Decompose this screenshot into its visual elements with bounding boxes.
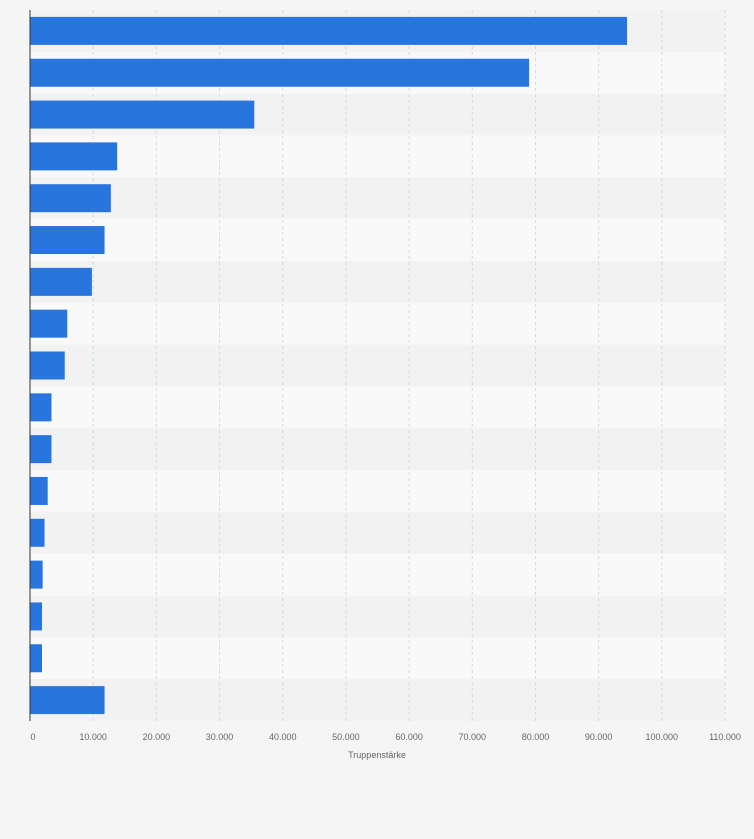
x-tick-label: 70.000 bbox=[459, 732, 487, 742]
row-band bbox=[30, 470, 725, 512]
bar[interactable] bbox=[30, 518, 45, 547]
x-tick-label: 50.000 bbox=[332, 732, 360, 742]
x-tick-label: 10.000 bbox=[79, 732, 107, 742]
bar[interactable] bbox=[30, 100, 255, 129]
bar[interactable] bbox=[30, 184, 111, 213]
row-band bbox=[30, 135, 725, 178]
bar[interactable] bbox=[30, 58, 530, 87]
x-tick-label: 40.000 bbox=[269, 732, 297, 742]
row-bands bbox=[30, 10, 725, 721]
row-band bbox=[30, 386, 725, 429]
bar[interactable] bbox=[30, 226, 105, 255]
row-band bbox=[30, 595, 725, 638]
bar[interactable] bbox=[30, 393, 52, 422]
x-axis-title: Truppenstärke bbox=[348, 750, 406, 760]
row-band bbox=[30, 428, 725, 471]
bar[interactable] bbox=[30, 142, 118, 171]
row-band bbox=[30, 344, 725, 387]
bar[interactable] bbox=[30, 602, 43, 631]
row-band bbox=[30, 553, 725, 596]
x-tick-label: 60.000 bbox=[395, 732, 423, 742]
bar[interactable] bbox=[30, 309, 68, 338]
x-tick-label: 80.000 bbox=[522, 732, 550, 742]
x-tick-label: 30.000 bbox=[206, 732, 234, 742]
x-tick-label: 110.000 bbox=[709, 732, 741, 742]
bar[interactable] bbox=[30, 476, 48, 505]
x-tick-label: 0 bbox=[30, 732, 35, 742]
bar[interactable] bbox=[30, 16, 628, 45]
bar[interactable] bbox=[30, 267, 92, 296]
row-band bbox=[30, 219, 725, 261]
row-band bbox=[30, 302, 725, 345]
row-band bbox=[30, 637, 725, 680]
bar[interactable] bbox=[30, 435, 52, 464]
bars bbox=[30, 16, 628, 715]
bar[interactable] bbox=[30, 560, 43, 589]
x-tick-label: 90.000 bbox=[585, 732, 613, 742]
row-band bbox=[30, 177, 725, 220]
x-tick-label: 100.000 bbox=[646, 732, 679, 742]
x-tick-label: 20.000 bbox=[143, 732, 171, 742]
row-band bbox=[30, 260, 725, 303]
row-band bbox=[30, 679, 725, 721]
x-tick-labels: 0 10.000 20.000 30.000 40.000 50.000 60.000 70.… bbox=[30, 732, 740, 742]
gridlines bbox=[92, 10, 726, 721]
bar[interactable] bbox=[30, 351, 65, 380]
bar[interactable] bbox=[30, 644, 43, 673]
bar[interactable] bbox=[30, 686, 105, 715]
row-band bbox=[30, 511, 725, 554]
